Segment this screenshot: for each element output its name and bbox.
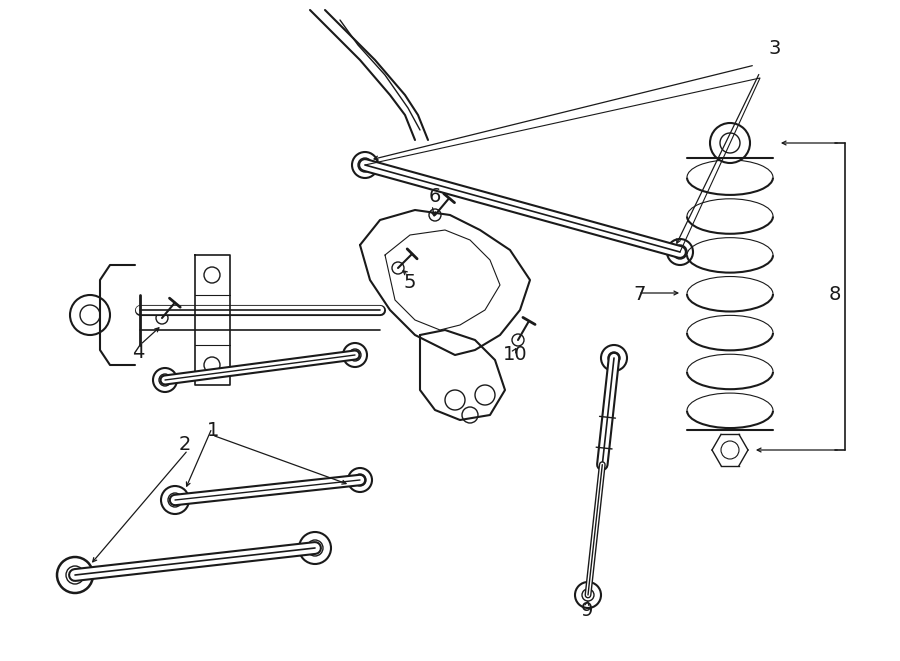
- Circle shape: [153, 368, 177, 392]
- Circle shape: [70, 295, 110, 335]
- Text: 8: 8: [829, 286, 842, 305]
- Circle shape: [512, 334, 524, 346]
- Circle shape: [299, 532, 331, 564]
- Circle shape: [57, 557, 93, 593]
- Circle shape: [601, 345, 627, 371]
- Text: 10: 10: [503, 346, 527, 364]
- Circle shape: [429, 209, 441, 221]
- Circle shape: [392, 262, 404, 274]
- Text: 9: 9: [580, 600, 593, 619]
- Circle shape: [343, 343, 367, 367]
- Circle shape: [721, 441, 739, 459]
- Circle shape: [352, 152, 378, 178]
- Circle shape: [575, 582, 601, 608]
- Text: 3: 3: [769, 38, 781, 58]
- Text: 6: 6: [428, 188, 441, 206]
- Circle shape: [667, 239, 693, 265]
- Text: 1: 1: [207, 420, 220, 440]
- Text: 2: 2: [179, 436, 191, 455]
- Text: 5: 5: [404, 272, 416, 292]
- Circle shape: [161, 486, 189, 514]
- Circle shape: [156, 312, 168, 324]
- Text: 7: 7: [634, 286, 646, 305]
- Circle shape: [710, 123, 750, 163]
- Text: 4: 4: [131, 342, 144, 362]
- Circle shape: [348, 468, 372, 492]
